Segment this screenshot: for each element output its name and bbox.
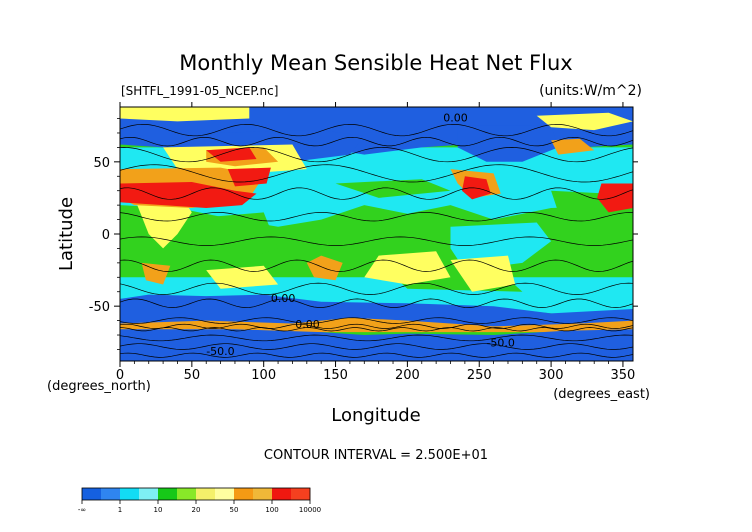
contour-line <box>120 298 633 308</box>
legend-tick-label: 100 <box>265 506 278 514</box>
contour-label: 0.00 <box>295 318 320 331</box>
region-yellow-arctic-edge <box>120 107 250 122</box>
contour-line <box>120 352 633 358</box>
flux-regions <box>120 107 633 361</box>
region-red-tibet <box>227 167 271 187</box>
region-orange-south-africa <box>141 262 171 285</box>
contour-line <box>120 317 633 324</box>
region-yellow-south-pacific-1 <box>364 251 451 285</box>
map-plot-area: 0.00 0.00 0.00 -50.0 -50.0 <box>120 107 633 361</box>
contour-line <box>120 212 633 222</box>
legend-swatch <box>215 488 235 500</box>
contour-labels: 0.00 0.00 0.00 -50.0 -50.0 <box>206 111 515 358</box>
region-green-indian <box>177 212 279 263</box>
y-tick-label: -50 <box>89 300 110 315</box>
y-axis-label: Latitude <box>56 197 77 271</box>
contour-label: 0.00 <box>443 111 468 124</box>
x-tick-label: 100 <box>251 368 276 383</box>
contour-line <box>120 187 633 200</box>
legend-swatch <box>234 488 254 500</box>
legend-swatch <box>196 488 216 500</box>
legend-tick-label: 20 <box>192 506 201 514</box>
legend-swatch <box>120 488 140 500</box>
contour-line <box>120 343 633 350</box>
region-blue-north-america <box>457 125 559 162</box>
region-yellow-south-indian <box>206 265 279 289</box>
legend-tick-label: 50 <box>230 506 239 514</box>
y-tick-label: 50 <box>93 156 110 171</box>
legend-swatch <box>139 488 159 500</box>
x-tick-label: 150 <box>323 368 348 383</box>
x-axis: 0 50 100 150 200 250 300 350 <box>116 102 635 383</box>
x-axis-label: Longitude <box>331 405 421 426</box>
x-tick-label: 250 <box>467 368 492 383</box>
contour-lines <box>120 123 633 358</box>
contour-interval-text: CONTOUR INTERVAL = 2.500E+01 <box>264 448 488 463</box>
contour-line <box>120 136 633 147</box>
legend-tick-label: -∞ <box>78 506 86 514</box>
legend-swatch <box>291 488 311 500</box>
contour-line <box>120 123 633 137</box>
x-tick-label: 350 <box>611 368 636 383</box>
x-unit-label: (degrees_east) <box>553 387 650 402</box>
contour-label: 0.00 <box>271 292 296 305</box>
region-red-sahara-west <box>597 183 633 213</box>
contour-line <box>120 327 633 332</box>
legend-swatch <box>177 488 197 500</box>
x-tick-label: 200 <box>395 368 420 383</box>
legend-swatch <box>272 488 292 500</box>
legend-swatch <box>158 488 178 500</box>
contour-line <box>120 164 633 183</box>
y-unit-label: (degrees_north) <box>47 379 151 394</box>
chart-title: Monthly Mean Sensible Heat Net Flux <box>179 51 572 75</box>
contour-line <box>120 147 633 163</box>
contour-label: -50.0 <box>206 345 234 358</box>
region-orange-greenland-edge <box>551 138 595 155</box>
source-file-label: [SHTFL_1991-05_NCEP.nc] <box>121 84 278 98</box>
contour-line <box>120 259 633 272</box>
units-label: (units:W/m^2) <box>539 83 642 99</box>
region-yellow-north-atlantic <box>536 112 633 131</box>
region-red-central-asia <box>206 147 257 162</box>
legend-swatch <box>253 488 273 500</box>
x-tick-label: 50 <box>184 368 201 383</box>
y-tick-label: 0 <box>102 228 110 243</box>
contour-line <box>120 236 633 246</box>
region-yellow-south-pacific-2 <box>450 255 516 292</box>
x-tick-label: 0 <box>116 368 124 383</box>
contour-label: -50.0 <box>486 337 514 350</box>
contour-line <box>120 282 633 295</box>
legend-swatch <box>82 488 102 500</box>
color-legend: -∞ 1 10 20 50 100 10000 <box>78 487 321 514</box>
contour-line <box>120 323 633 329</box>
legend-tick-label: 10 <box>154 506 163 514</box>
y-axis: 50 0 -50 <box>89 118 638 350</box>
legend-tick-label: 1 <box>118 506 122 514</box>
contour-line <box>120 334 633 342</box>
x-tick-label: 300 <box>539 368 564 383</box>
region-blue-antarctica <box>120 329 633 361</box>
legend-tick-label: 10000 <box>299 506 321 514</box>
legend-swatch <box>101 488 121 500</box>
